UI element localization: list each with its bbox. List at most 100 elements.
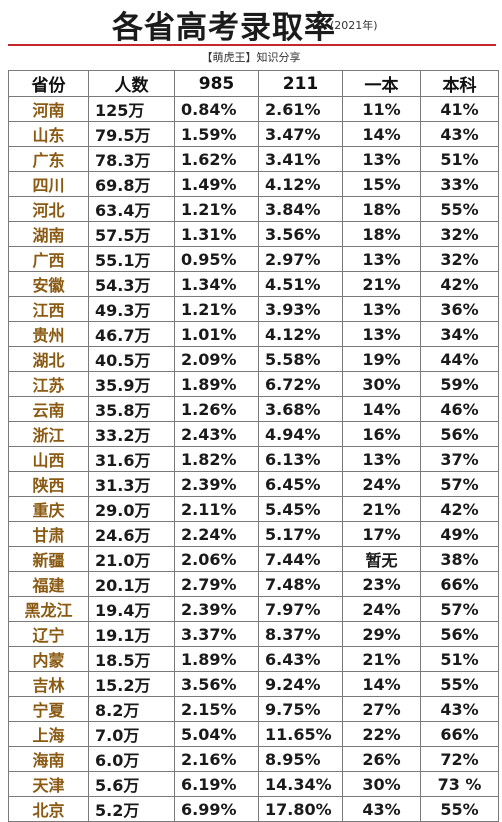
cell-rate-tier1: 13% <box>342 446 421 472</box>
cell-rate-bachelor: 66% <box>420 571 499 597</box>
cell-rate-211: 4.94% <box>258 421 343 447</box>
cell-rate-985: 1.59% <box>174 121 259 147</box>
cell-rate-985: 2.15% <box>174 696 259 722</box>
cell-candidates: 18.5万 <box>88 646 175 672</box>
table-row: 河南 125万 0.84% 2.61% 11% 41% <box>8 96 499 122</box>
cell-rate-211: 5.17% <box>258 521 343 547</box>
cell-rate-tier1: 22% <box>342 721 421 747</box>
cell-rate-tier1: 24% <box>342 471 421 497</box>
cell-rate-985: 1.01% <box>174 321 259 347</box>
col-header-tier1: 一本 <box>342 70 421 97</box>
cell-rate-bachelor: 32% <box>420 246 499 272</box>
cell-rate-985: 2.09% <box>174 346 259 372</box>
cell-rate-tier1: 19% <box>342 346 421 372</box>
cell-rate-985: 2.39% <box>174 471 259 497</box>
cell-rate-211: 2.97% <box>258 246 343 272</box>
cell-province: 上海 <box>8 721 89 747</box>
cell-rate-tier1: 13% <box>342 296 421 322</box>
table-row: 云南 35.8万 1.26% 3.68% 14% 46% <box>8 396 499 422</box>
cell-candidates: 55.1万 <box>88 246 175 272</box>
cell-province: 福建 <box>8 571 89 597</box>
cell-rate-bachelor: 72% <box>420 746 499 772</box>
cell-rate-211: 8.95% <box>258 746 343 772</box>
cell-rate-985: 1.89% <box>174 646 259 672</box>
cell-rate-985: 0.84% <box>174 96 259 122</box>
cell-candidates: 6.0万 <box>88 746 175 772</box>
table-row: 宁夏 8.2万 2.15% 9.75% 27% 43% <box>8 696 499 722</box>
cell-province: 湖北 <box>8 346 89 372</box>
table-row: 内蒙 18.5万 1.89% 6.43% 21% 51% <box>8 646 499 672</box>
cell-rate-211: 3.93% <box>258 296 343 322</box>
cell-rate-985: 1.31% <box>174 221 259 247</box>
table-row: 福建 20.1万 2.79% 7.48% 23% 66% <box>8 571 499 597</box>
cell-rate-985: 6.19% <box>174 771 259 797</box>
cell-rate-bachelor: 34% <box>420 321 499 347</box>
cell-rate-bachelor: 37% <box>420 446 499 472</box>
cell-candidates: 40.5万 <box>88 346 175 372</box>
cell-rate-211: 6.13% <box>258 446 343 472</box>
cell-rate-985: 2.11% <box>174 496 259 522</box>
table-row: 北京 5.2万 6.99% 17.80% 43% 55% <box>8 796 499 822</box>
cell-candidates: 79.5万 <box>88 121 175 147</box>
cell-province: 广西 <box>8 246 89 272</box>
title-divider <box>8 44 496 46</box>
cell-rate-985: 2.24% <box>174 521 259 547</box>
cell-province: 吉林 <box>8 671 89 697</box>
cell-rate-bachelor: 51% <box>420 146 499 172</box>
cell-candidates: 21.0万 <box>88 546 175 572</box>
cell-province: 辽宁 <box>8 621 89 647</box>
cell-candidates: 125万 <box>88 96 175 122</box>
cell-rate-tier1: 43% <box>342 796 421 822</box>
cell-candidates: 31.3万 <box>88 471 175 497</box>
cell-rate-bachelor: 66% <box>420 721 499 747</box>
admission-rate-table: 省份 人数 985 211 一本 本科 河南 125万 0.84% 2.61% 11% 4… <box>8 70 499 822</box>
cell-rate-bachelor: 57% <box>420 596 499 622</box>
cell-rate-985: 1.82% <box>174 446 259 472</box>
col-header-province: 省份 <box>8 70 89 97</box>
table-row: 江西 49.3万 1.21% 3.93% 13% 36% <box>8 296 499 322</box>
cell-rate-bachelor: 55% <box>420 671 499 697</box>
cell-rate-tier1: 29% <box>342 621 421 647</box>
year-label: (2021年) <box>330 19 378 32</box>
cell-rate-985: 1.89% <box>174 371 259 397</box>
cell-candidates: 35.9万 <box>88 371 175 397</box>
cell-province: 新疆 <box>8 546 89 572</box>
table-row: 浙江 33.2万 2.43% 4.94% 16% 56% <box>8 421 499 447</box>
cell-rate-985: 0.95% <box>174 246 259 272</box>
cell-rate-211: 3.41% <box>258 146 343 172</box>
cell-rate-tier1: 17% <box>342 521 421 547</box>
cell-rate-bachelor: 38% <box>420 546 499 572</box>
cell-province: 黑龙江 <box>8 596 89 622</box>
table-row: 山东 79.5万 1.59% 3.47% 14% 43% <box>8 121 499 147</box>
cell-province: 河北 <box>8 196 89 222</box>
cell-rate-tier1: 21% <box>342 271 421 297</box>
cell-rate-tier1: 14% <box>342 671 421 697</box>
cell-rate-tier1: 18% <box>342 196 421 222</box>
cell-rate-211: 7.44% <box>258 546 343 572</box>
cell-province: 浙江 <box>8 421 89 447</box>
cell-candidates: 69.8万 <box>88 171 175 197</box>
col-header-211: 211 <box>258 70 343 97</box>
cell-rate-211: 6.72% <box>258 371 343 397</box>
cell-candidates: 57.5万 <box>88 221 175 247</box>
table-row: 贵州 46.7万 1.01% 4.12% 13% 34% <box>8 321 499 347</box>
table-header-row: 省份 人数 985 211 一本 本科 <box>8 70 499 97</box>
col-header-bachelor: 本科 <box>420 70 499 97</box>
cell-rate-bachelor: 73 % <box>420 771 499 797</box>
cell-candidates: 5.2万 <box>88 796 175 822</box>
cell-rate-211: 8.37% <box>258 621 343 647</box>
cell-candidates: 35.8万 <box>88 396 175 422</box>
cell-province: 山东 <box>8 121 89 147</box>
table-row: 吉林 15.2万 3.56% 9.24% 14% 55% <box>8 671 499 697</box>
cell-rate-bachelor: 49% <box>420 521 499 547</box>
cell-candidates: 31.6万 <box>88 446 175 472</box>
cell-rate-985: 2.06% <box>174 546 259 572</box>
table-row: 重庆 29.0万 2.11% 5.45% 21% 42% <box>8 496 499 522</box>
cell-candidates: 20.1万 <box>88 571 175 597</box>
cell-rate-211: 3.56% <box>258 221 343 247</box>
table-row: 上海 7.0万 5.04% 11.65% 22% 66% <box>8 721 499 747</box>
cell-rate-tier1: 24% <box>342 596 421 622</box>
cell-province: 河南 <box>8 96 89 122</box>
table-row: 海南 6.0万 2.16% 8.95% 26% 72% <box>8 746 499 772</box>
cell-rate-985: 6.99% <box>174 796 259 822</box>
